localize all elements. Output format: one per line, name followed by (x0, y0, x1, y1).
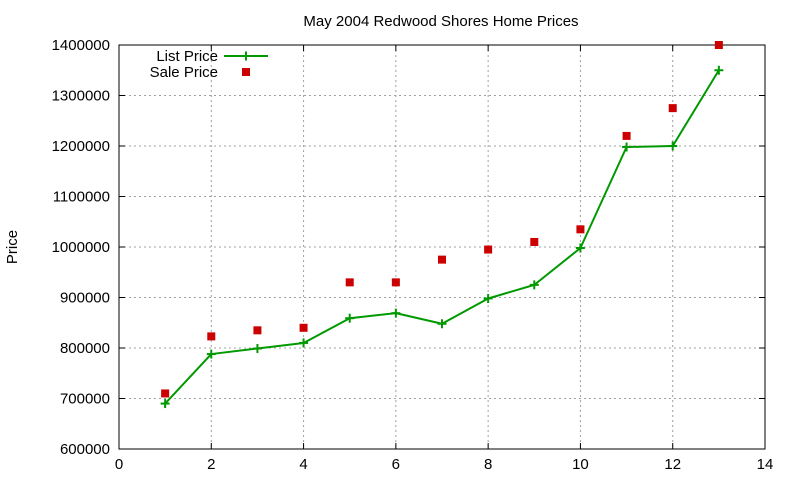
series-list-price (160, 65, 724, 409)
x-tick-label: 4 (299, 456, 307, 473)
chart-title: May 2004 Redwood Shores Home Prices (303, 13, 578, 30)
data-point (207, 332, 216, 341)
x-tick-label: 2 (207, 456, 215, 473)
legend-label-list-price: List Price (156, 48, 218, 65)
data-point (575, 243, 585, 253)
y-tick-label: 1000000 (52, 239, 110, 256)
data-point (714, 41, 723, 49)
y-tick-label: 1100000 (53, 189, 110, 206)
y-axis-title: Price (4, 230, 21, 264)
data-point (484, 245, 493, 254)
y-tick-label: 1400000 (52, 37, 110, 54)
tick-labels: 0 2 4 6 8 10 12 14 600000 700000 800000 900000 10000… (52, 37, 774, 473)
data-point (206, 349, 216, 359)
data-point (299, 323, 308, 332)
data-point (668, 141, 678, 151)
legend: List Price Sale Price (150, 48, 268, 81)
axis-ticks (118, 44, 766, 450)
x-tick-label: 14 (757, 456, 774, 473)
data-point (391, 308, 401, 318)
data-point (345, 313, 355, 323)
data-point (668, 104, 677, 113)
x-tick-label: 10 (572, 456, 589, 473)
x-tick-label: 8 (484, 456, 492, 473)
y-tick-label: 800000 (60, 340, 110, 357)
legend-sample-list-price-marker (241, 51, 251, 61)
grid (119, 45, 765, 449)
data-point (622, 142, 632, 152)
data-point (529, 280, 539, 290)
series (160, 41, 724, 409)
series-sale-price (161, 41, 723, 398)
x-tick-label: 6 (392, 456, 400, 473)
data-point (253, 326, 262, 335)
data-point (299, 338, 309, 348)
data-point (252, 344, 262, 354)
legend-samples (224, 51, 268, 76)
x-tick-label: 12 (664, 456, 681, 473)
data-point (438, 255, 446, 264)
data-point (161, 389, 170, 398)
data-point (391, 278, 400, 287)
data-point (483, 294, 493, 304)
data-point (345, 278, 354, 287)
y-tick-label: 700000 (60, 391, 110, 408)
y-tick-label: 600000 (60, 441, 110, 458)
y-tick-label: 900000 (60, 290, 110, 307)
data-point (160, 399, 170, 409)
y-tick-label: 1200000 (52, 138, 110, 155)
y-tick-label: 1300000 (52, 88, 110, 105)
data-point (714, 65, 724, 75)
data-point (530, 237, 539, 246)
data-point (576, 225, 585, 234)
legend-sample-sale-price-marker (242, 68, 250, 76)
legend-label-sale-price: Sale Price (150, 64, 218, 81)
data-point (622, 131, 631, 140)
data-point (437, 319, 447, 329)
x-tick-label: 0 (115, 456, 123, 473)
series-line (164, 69, 720, 405)
